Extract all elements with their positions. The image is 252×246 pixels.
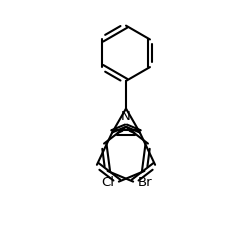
Text: Br: Br — [138, 176, 152, 189]
Text: N: N — [121, 110, 131, 123]
Text: Cl: Cl — [101, 176, 114, 189]
